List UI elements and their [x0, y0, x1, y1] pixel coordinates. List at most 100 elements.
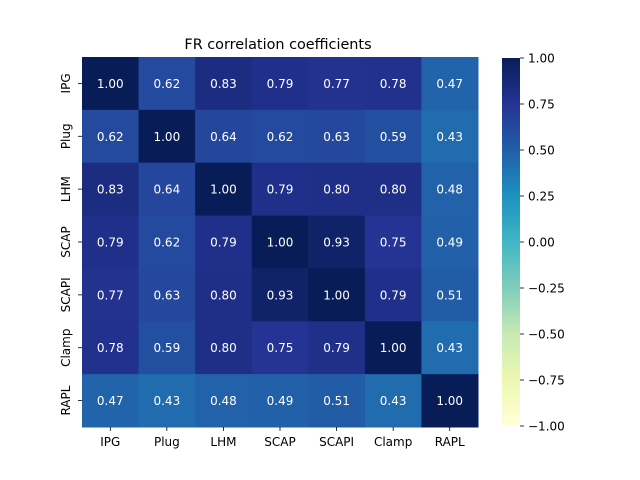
cell-value-label: 0.49 [436, 236, 463, 250]
cell-value-label: 0.80 [380, 183, 407, 197]
cell-value-label: 0.93 [323, 236, 350, 250]
cell-value-label: 0.51 [323, 394, 350, 408]
heatmap-cell [138, 268, 196, 322]
cell-value-label: 0.80 [323, 183, 350, 197]
cell-value-label: 0.83 [210, 77, 237, 91]
colorbar-tick-label: −1.00 [528, 420, 565, 434]
cell-value-label: 0.43 [380, 394, 407, 408]
cell-value-label: 0.62 [153, 236, 180, 250]
cell-value-label: 0.62 [97, 130, 124, 144]
heatmap-cell [195, 268, 253, 322]
heatmap-cell [308, 215, 366, 269]
row-label: IPG [59, 73, 73, 93]
heatmap-cell [364, 109, 422, 164]
heatmap-cell [421, 374, 479, 428]
cell-value-label: 0.77 [97, 288, 124, 302]
heatmap-cell [251, 162, 309, 217]
heatmap-cell [421, 215, 479, 269]
heatmap-cell [251, 374, 309, 428]
colorbar-tick-label: 0.00 [528, 236, 555, 250]
cell-value-label: 0.49 [267, 394, 294, 408]
heatmap-cell [364, 215, 422, 269]
cell-value-label: 0.62 [153, 77, 180, 91]
row-label: SCAPI [59, 277, 73, 312]
heatmap-cell [82, 321, 140, 375]
cell-value-label: 0.78 [97, 341, 124, 355]
heatmap-cell [308, 268, 366, 322]
cell-value-label: 0.59 [153, 341, 180, 355]
cell-value-label: 0.79 [380, 288, 407, 302]
heatmap-cell [195, 374, 253, 428]
heatmap-cell [421, 162, 479, 217]
cell-value-label: 0.59 [380, 130, 407, 144]
cell-value-label: 0.63 [153, 288, 180, 302]
heatmap-cell [364, 374, 422, 428]
row-label: LHM [59, 176, 73, 202]
cell-value-label: 0.43 [436, 341, 463, 355]
column-label: Clamp [374, 435, 412, 449]
colorbar: 1.00 0.75 0.50 0.25 0.00 −0.25 −0.50 −0.75 −1.00 [502, 52, 565, 434]
cell-value-label: 0.75 [380, 236, 407, 250]
column-label: Plug [154, 435, 180, 449]
heatmap-cell [421, 57, 479, 111]
heatmap-cell [82, 162, 140, 217]
column-label: RAPL [435, 435, 465, 449]
row-label: Clamp [59, 329, 73, 367]
colorbar-gradient [502, 58, 520, 426]
heatmap-cell [421, 268, 479, 322]
heatmap-cells: 1.00 0.62 0.83 0.79 0.77 0.78 0.47 0.62 1.00 0.64… [82, 57, 479, 428]
heatmap-cell [195, 321, 253, 375]
heatmap-cell [195, 109, 253, 164]
cell-value-label: 0.48 [436, 183, 463, 197]
column-label: SCAP [264, 435, 295, 449]
heatmap-cell [82, 215, 140, 269]
colorbar-tick-label: −0.25 [528, 282, 565, 296]
column-labels: IPG Plug LHM SCAP SCAPI Clamp RAPL [100, 427, 465, 449]
cell-value-label: 0.93 [267, 288, 294, 302]
column-label: LHM [210, 435, 236, 449]
cell-value-label: 0.80 [210, 341, 237, 355]
cell-value-label: 1.00 [97, 77, 124, 91]
cell-value-label: 0.48 [210, 394, 237, 408]
cell-value-label: 0.64 [210, 130, 237, 144]
heatmap-cell [251, 321, 309, 375]
heatmap-cell [251, 268, 309, 322]
heatmap-cell [82, 57, 140, 111]
heatmap-cell [364, 57, 422, 111]
heatmap-cell [308, 109, 366, 164]
cell-value-label: 0.78 [380, 77, 407, 91]
heatmap-cell [251, 215, 309, 269]
heatmap-cell [82, 109, 140, 164]
heatmap-cell [138, 374, 196, 428]
row-label: Plug [59, 123, 73, 149]
cell-value-label: 0.79 [323, 341, 350, 355]
colorbar-tick-label: −0.50 [528, 328, 565, 342]
cell-value-label: 0.83 [97, 183, 124, 197]
heatmap-cell [308, 162, 366, 217]
heatmap-cell [138, 57, 196, 111]
cell-value-label: 0.77 [323, 77, 350, 91]
heatmap-cell [138, 215, 196, 269]
cell-value-label: 0.43 [153, 394, 180, 408]
heatmap-cell [138, 321, 196, 375]
cell-value-label: 0.79 [210, 236, 237, 250]
row-labels: IPG Plug LHM SCAP SCAPI Clamp RAPL [59, 73, 82, 416]
row-label: SCAP [59, 226, 73, 257]
heatmap-cell [308, 57, 366, 111]
cell-value-label: 0.47 [97, 394, 124, 408]
cell-value-label: 1.00 [323, 288, 350, 302]
colorbar-tick-label: −0.75 [528, 374, 565, 388]
heatmap-cell [195, 215, 253, 269]
cell-value-label: 1.00 [380, 341, 407, 355]
heatmap-cell [138, 162, 196, 217]
heatmap-cell [138, 109, 196, 164]
heatmap-cell [308, 321, 366, 375]
chart-title: FR correlation coefficients [184, 37, 371, 53]
heatmap-cell [364, 321, 422, 375]
heatmap-cell [421, 321, 479, 375]
cell-value-label: 0.43 [436, 130, 463, 144]
cell-value-label: 1.00 [210, 183, 237, 197]
cell-value-label: 0.79 [97, 236, 124, 250]
heatmap-cell [195, 162, 253, 217]
heatmap-cell [82, 374, 140, 428]
